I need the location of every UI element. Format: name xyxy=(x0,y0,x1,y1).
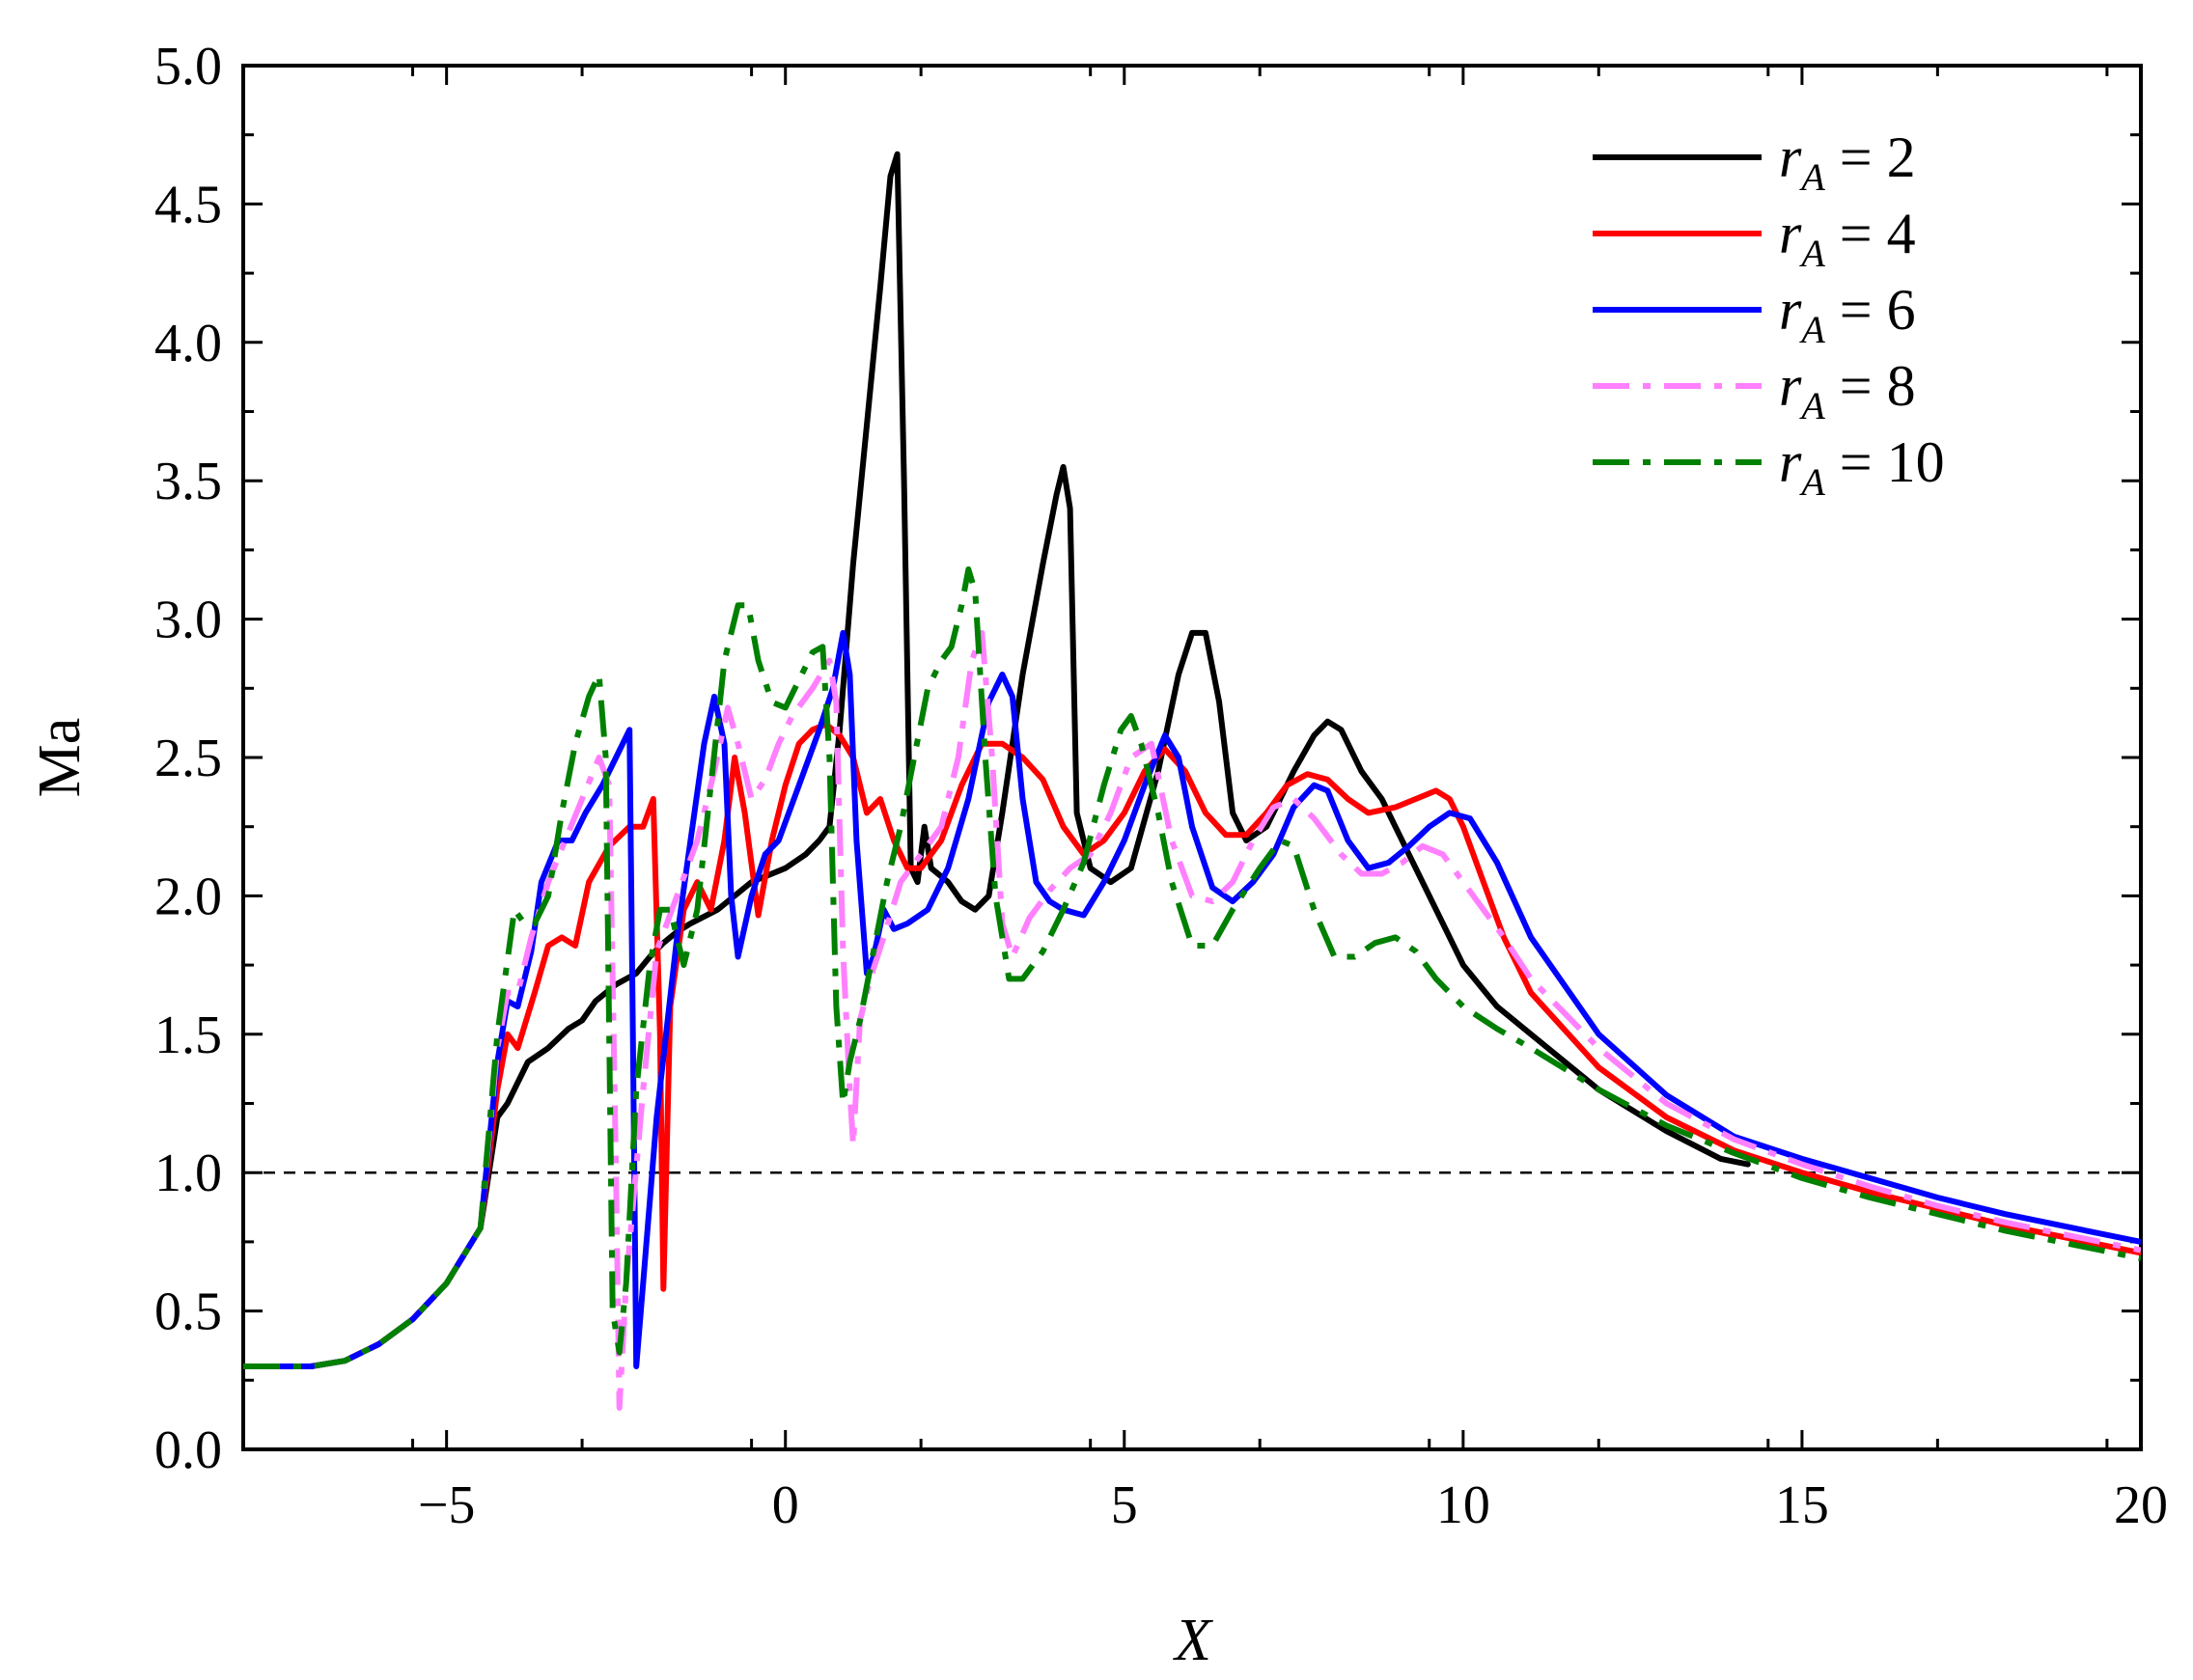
y-tick-label: 2.5 xyxy=(154,729,222,788)
y-tick-label: 0.5 xyxy=(154,1282,222,1342)
plot-frame xyxy=(241,64,2143,1451)
y-tick-label: 0.0 xyxy=(154,1420,222,1480)
y-tick-label: 3.0 xyxy=(154,591,222,650)
legend-label: rA = 2 xyxy=(1779,125,1916,199)
x-tick-label: −5 xyxy=(418,1475,476,1535)
series-line-ra-10 xyxy=(243,566,2141,1369)
series-line-ra-4 xyxy=(243,721,2141,1369)
x-tick-label: 15 xyxy=(1775,1475,1829,1535)
x-tick-label: 5 xyxy=(1111,1475,1138,1535)
y-tick-label: 1.5 xyxy=(154,1005,222,1065)
y-tick-label: 5.0 xyxy=(154,37,222,96)
y-axis-title: Ma xyxy=(27,718,93,798)
legend-label: rA = 6 xyxy=(1779,278,1916,351)
tick-labels: −5 0 5 10 15 20 0.0 0.5 1.0 1.5 2.0 2.5 3.0 3.5 4.0 4.5… xyxy=(154,37,2168,1535)
series-line-ra-2 xyxy=(243,151,1751,1369)
y-tick-label: 1.0 xyxy=(154,1143,222,1203)
series-line-ra-8 xyxy=(243,629,2141,1411)
x-tick-label: 0 xyxy=(772,1475,799,1535)
y-tick-label: 2.0 xyxy=(154,867,222,926)
legend-label: rA = 8 xyxy=(1779,354,1916,427)
x-axis-title: X xyxy=(1172,1608,1213,1673)
x-tick-label: 10 xyxy=(1436,1475,1490,1535)
legend-label: rA = 4 xyxy=(1779,202,1916,275)
legend-label: rA = 10 xyxy=(1779,430,1945,504)
y-tick-label: 4.0 xyxy=(154,314,222,373)
y-tick-label: 4.5 xyxy=(154,175,222,234)
series-line-ra-6 xyxy=(243,629,2141,1369)
y-tick-label: 3.5 xyxy=(154,452,222,511)
series-layer xyxy=(243,151,2141,1411)
legend: rA = 2rA = 4rA = 6rA = 8rA = 10 xyxy=(1593,125,1945,504)
x-tick-label: 20 xyxy=(2114,1475,2168,1535)
axis-ticks xyxy=(241,64,2143,1451)
